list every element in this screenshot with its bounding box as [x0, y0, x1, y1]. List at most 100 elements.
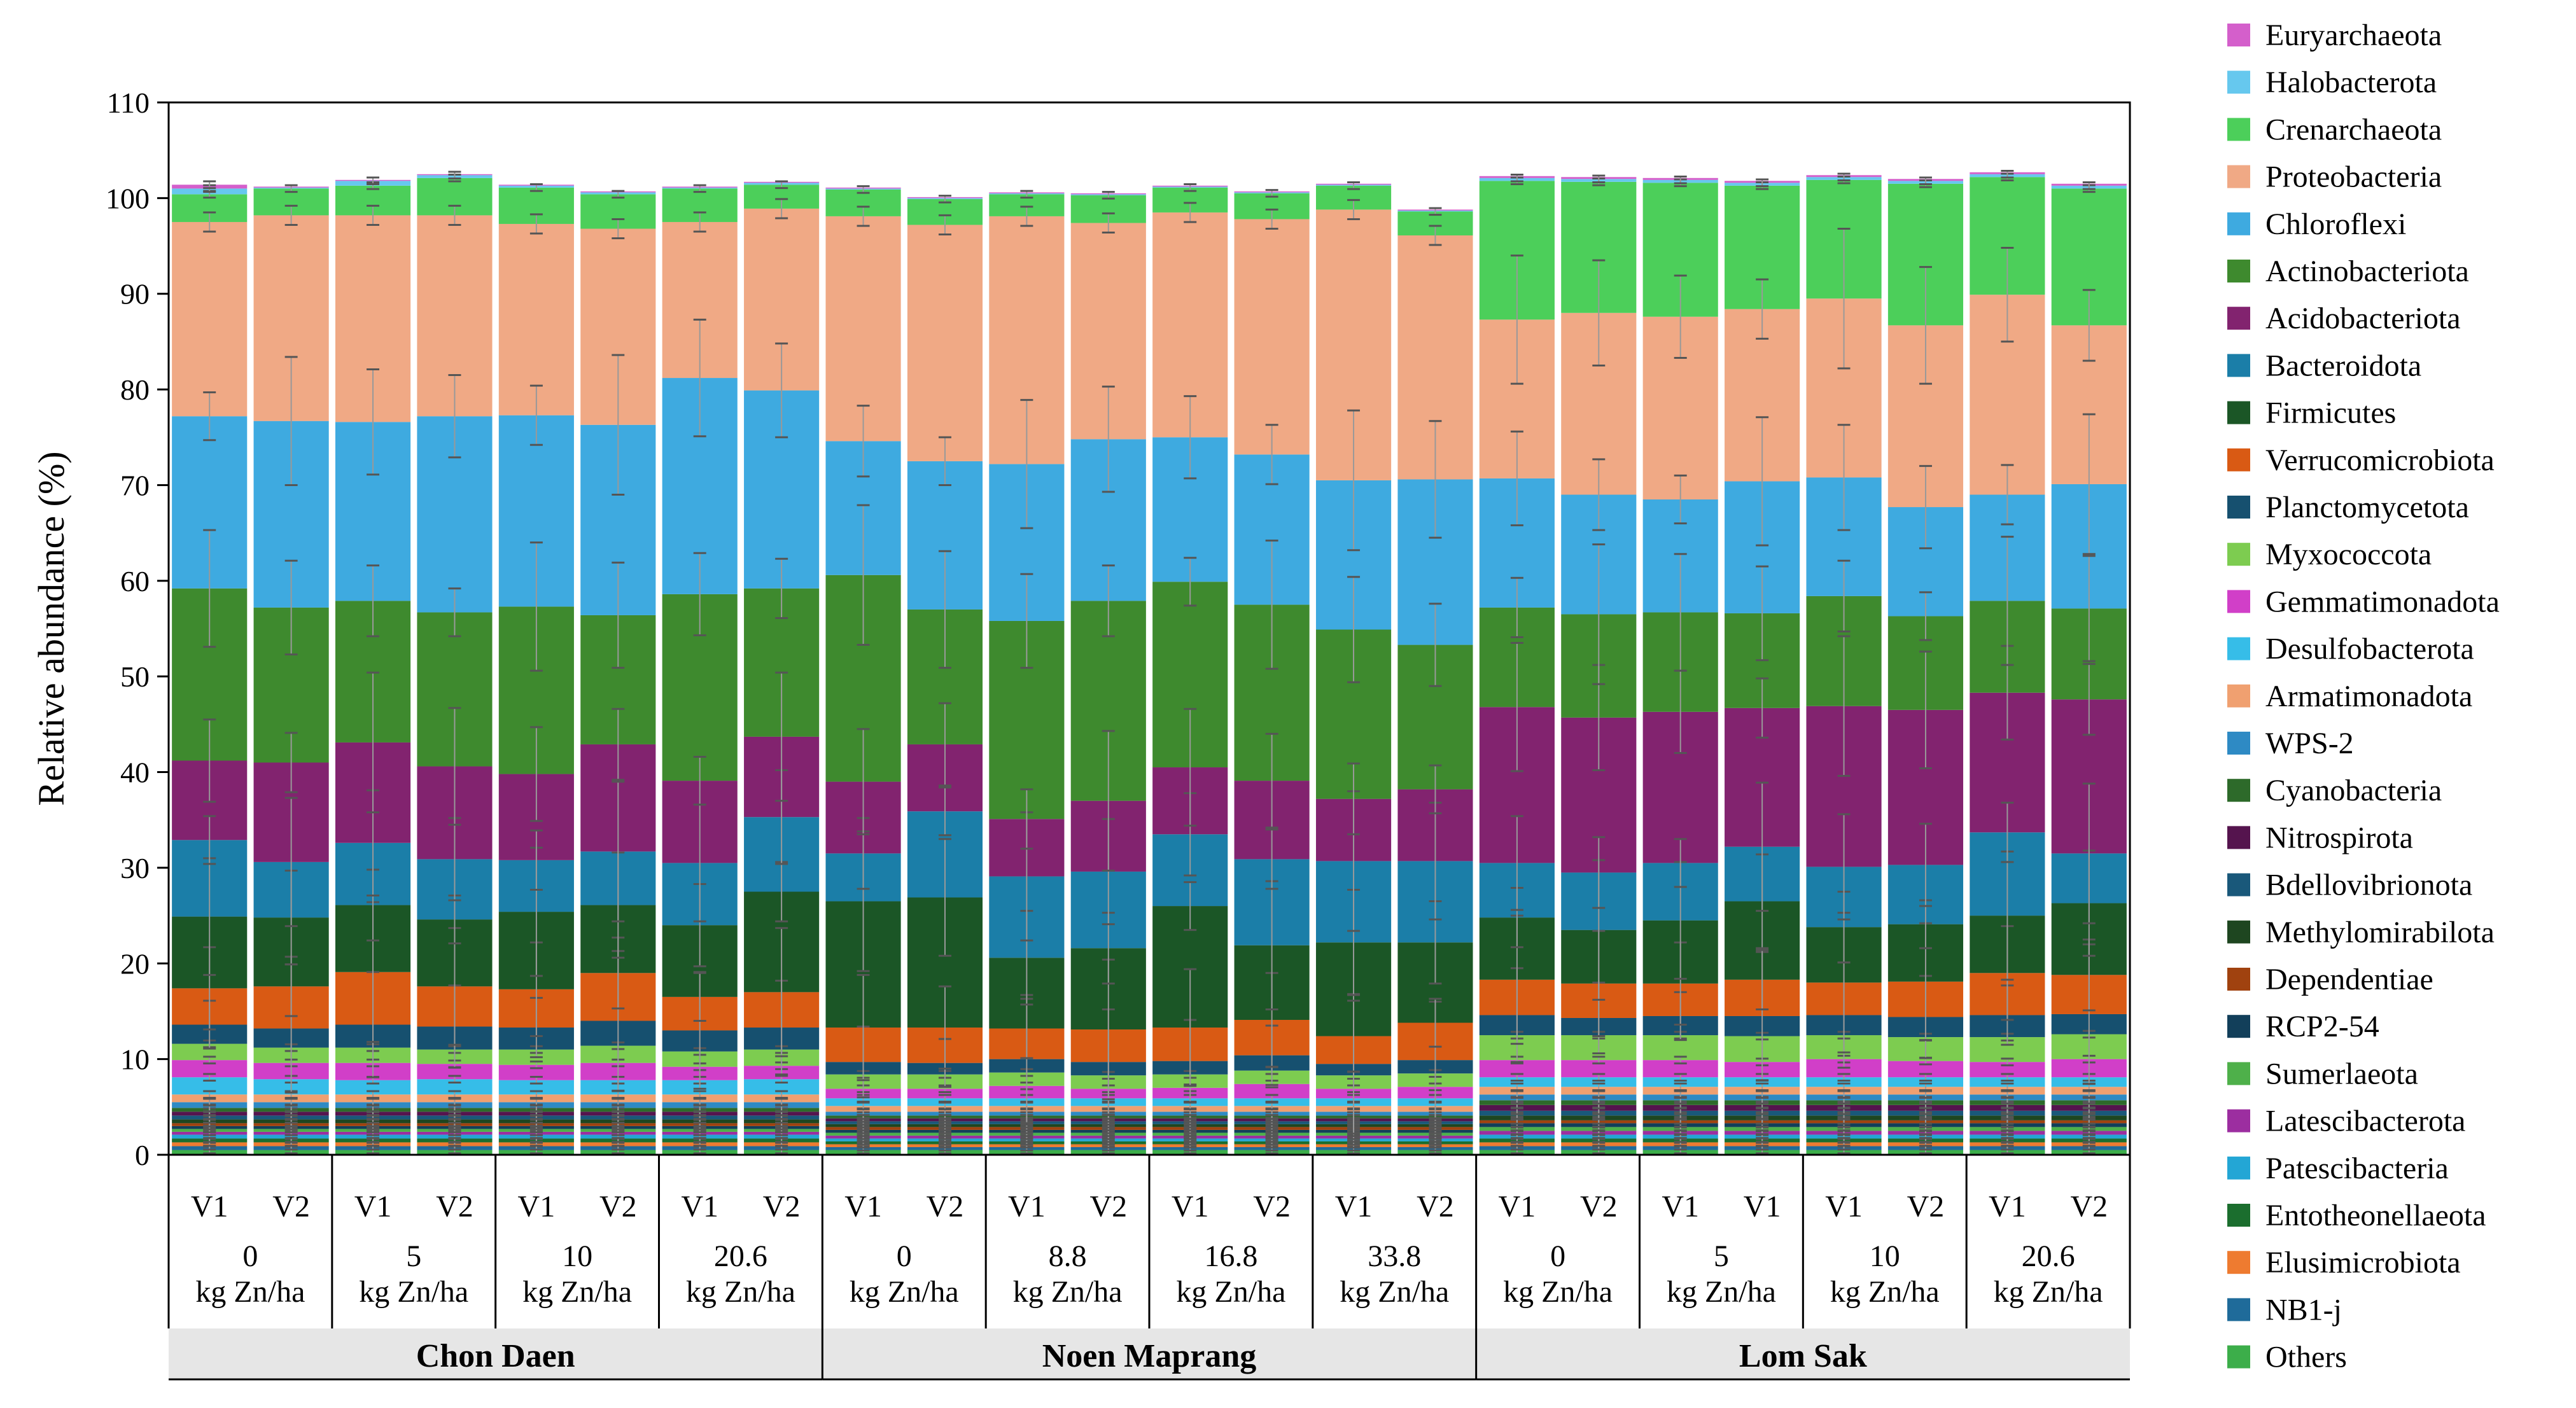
- rate-value-label: 10: [562, 1239, 592, 1273]
- legend-swatch: [2227, 968, 2250, 991]
- rate-value-label: 10: [1870, 1239, 1900, 1273]
- variety-label: V2: [2070, 1190, 2108, 1223]
- variety-label: V2: [927, 1190, 964, 1223]
- legend-label: Proteobacteria: [2265, 160, 2442, 194]
- y-tick-label: 70: [120, 469, 150, 501]
- bars-layer: [172, 172, 2127, 1155]
- legend-label: Armatimonadota: [2265, 680, 2472, 713]
- legend-swatch: [2227, 71, 2250, 94]
- bar-segment-desulfobacterota: [1561, 1077, 1637, 1087]
- bar-segment-desulfobacterota: [1806, 1077, 1882, 1087]
- legend: Euryarchaeota Halobacterota Crenarchaeota P…: [2227, 18, 2500, 1374]
- variety-label: V1: [1662, 1190, 1699, 1223]
- legend-swatch: [2227, 307, 2250, 330]
- rate-value-label: 16.8: [1204, 1239, 1257, 1273]
- bar-segment-desulfobacterota: [1887, 1077, 1964, 1087]
- legend-label: Bdellovibrionota: [2265, 868, 2472, 902]
- legend-label: Methylomirabilota: [2265, 916, 2495, 949]
- legend-label: Myxococcota: [2265, 538, 2432, 571]
- rate-unit-label: kg Zn/ha: [522, 1275, 632, 1309]
- variety-label: V2: [1089, 1190, 1127, 1223]
- legend-swatch: [2227, 590, 2250, 613]
- legend-swatch: [2227, 165, 2250, 188]
- variety-label: V2: [599, 1190, 637, 1223]
- legend-swatch: [2227, 1109, 2250, 1133]
- legend-label: Latescibacterota: [2265, 1105, 2465, 1138]
- variety-label: V1: [518, 1190, 556, 1223]
- bar-segment-proteobacteria: [498, 223, 574, 415]
- legend-swatch: [2227, 873, 2250, 896]
- legend-swatch: [2227, 448, 2250, 471]
- legend-swatch: [2227, 354, 2250, 377]
- bar-segment-proteobacteria: [1234, 219, 1310, 455]
- site-label: Noen Maprang: [1042, 1338, 1257, 1374]
- legend-label: Firmicutes: [2265, 396, 2396, 430]
- legend-swatch: [2227, 1204, 2250, 1227]
- variety-label: V2: [1580, 1190, 1618, 1223]
- rate-unit-label: kg Zn/ha: [1994, 1275, 2103, 1309]
- legend-label: Elusimicrobiota: [2265, 1246, 2461, 1279]
- legend-label: Chloroflexi: [2265, 207, 2406, 241]
- site-header-band: [822, 1328, 1476, 1379]
- rate-unit-label: kg Zn/ha: [1667, 1275, 1776, 1309]
- legend-label: Nitrospirota: [2265, 821, 2413, 854]
- variety-label: V2: [1907, 1190, 1945, 1223]
- error-bars-layer: [203, 170, 2096, 1155]
- legend-label: Sumerlaeota: [2265, 1057, 2418, 1091]
- x-axis-category-table: V1 V2 V1 V2 V1 V2 V1 V2 V1 V2 V1 V2 V1 V2 V1 V2 V1 V2 V1 V1…: [167, 1155, 2131, 1381]
- legend-label: Desulfobacterota: [2265, 632, 2474, 666]
- variety-label: V1: [1008, 1190, 1046, 1223]
- y-tick-label: 40: [120, 756, 150, 789]
- variety-label: V1: [1172, 1190, 1209, 1223]
- legend-label: Bacteroidota: [2265, 349, 2421, 382]
- rate-value-label: 20.6: [2022, 1239, 2075, 1273]
- variety-label: V2: [272, 1190, 310, 1223]
- variety-label: V1: [1744, 1190, 1781, 1223]
- bar-segment-proteobacteria: [825, 216, 901, 442]
- variety-label: V2: [763, 1190, 801, 1223]
- y-tick-label: 0: [135, 1139, 150, 1171]
- legend-swatch: [2227, 826, 2250, 849]
- bar-segment-desulfobacterota: [1970, 1077, 2045, 1087]
- y-tick-label: 60: [120, 565, 150, 597]
- y-tick-label: 10: [120, 1043, 150, 1076]
- legend-label: WPS-2: [2265, 727, 2354, 760]
- legend-swatch: [2227, 684, 2250, 707]
- legend-swatch: [2227, 1345, 2250, 1369]
- y-tick-label: 100: [106, 182, 150, 214]
- bar-segment-desulfobacterota: [1725, 1077, 1800, 1087]
- rate-unit-label: kg Zn/ha: [1503, 1275, 1613, 1309]
- variety-label: V1: [191, 1190, 228, 1223]
- rate-unit-label: kg Zn/ha: [1830, 1275, 1940, 1309]
- rate-value-label: 0: [242, 1239, 258, 1273]
- variety-label: V1: [844, 1190, 882, 1223]
- legend-swatch: [2227, 920, 2250, 944]
- y-tick-label: 20: [120, 947, 150, 980]
- rate-unit-label: kg Zn/ha: [1013, 1275, 1123, 1309]
- legend-label: Dependentiae: [2265, 963, 2433, 996]
- variety-label: V2: [1417, 1190, 1454, 1223]
- legend-label: Planctomycetota: [2265, 491, 2469, 524]
- bar-segment-desulfobacterota: [1479, 1077, 1555, 1087]
- legend-swatch: [2227, 212, 2250, 235]
- rate-value-label: 0: [1550, 1239, 1565, 1273]
- y-tick-label: 50: [120, 660, 150, 693]
- legend-label: Patescibacteria: [2265, 1152, 2449, 1185]
- rate-value-label: 8.8: [1049, 1239, 1087, 1273]
- legend-swatch: [2227, 24, 2250, 46]
- variety-label: V2: [436, 1190, 473, 1223]
- site-label: Lom Sak: [1739, 1338, 1867, 1374]
- rate-value-label: 0: [897, 1239, 912, 1273]
- y-tick-label: 80: [120, 373, 150, 406]
- legend-label: RCP2-54: [2265, 1010, 2379, 1043]
- legend-swatch: [2227, 1298, 2250, 1321]
- bar-segment-desulfobacterota: [1642, 1077, 1718, 1087]
- legend-swatch: [2227, 1156, 2250, 1180]
- site-header-band: [1476, 1328, 2130, 1379]
- legend-swatch: [2227, 1015, 2250, 1038]
- variety-label: V1: [1989, 1190, 2026, 1223]
- legend-label: Crenarchaeota: [2265, 113, 2442, 146]
- rate-value-label: 20.6: [714, 1239, 767, 1273]
